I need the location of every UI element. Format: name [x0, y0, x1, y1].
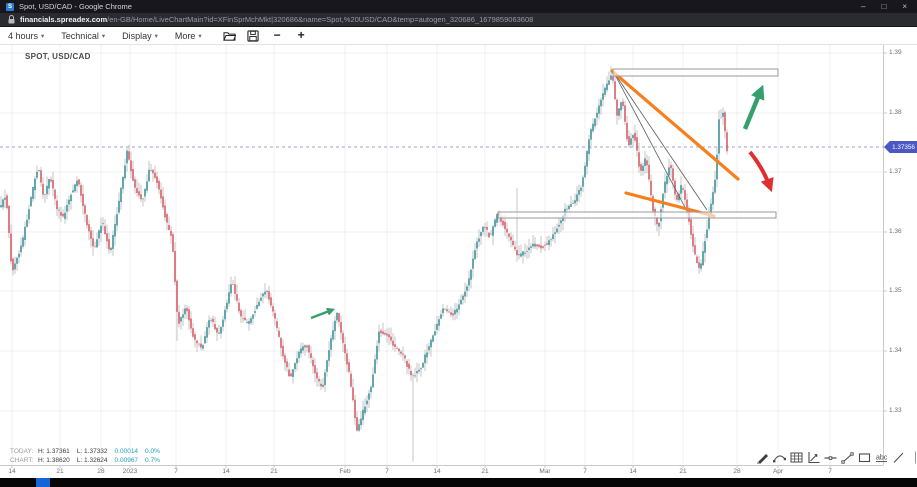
rect-tool-icon[interactable] [858, 451, 871, 464]
axes-tool-icon[interactable] [807, 451, 820, 464]
site-favicon: S [6, 2, 14, 11]
stats-row: CHART: H: 1.38620 L: 1.32624 0.00967 0.7% [10, 456, 167, 465]
window-titlebar: S Spot, USD/CAD - Google Chrome – □ × [0, 0, 917, 13]
taskbar [0, 478, 917, 487]
date-tick-label: 21 [56, 468, 64, 475]
stats-value: CHART: [10, 457, 34, 464]
trendline-thin-2[interactable] [612, 70, 689, 214]
stats-value: 0.00014 [114, 448, 139, 455]
chevron-down-icon: ▾ [154, 32, 158, 40]
green-small-arrow[interactable] [310, 307, 336, 320]
menu-label: Display [122, 30, 152, 41]
support-channel-rect[interactable] [497, 211, 777, 219]
stats-value: H: 1.38620 [38, 457, 70, 464]
menu-4-hours[interactable]: 4 hours ▾ [8, 31, 44, 41]
current-price-badge: 1.37356 [884, 141, 917, 153]
trendline-tool-icon[interactable] [841, 451, 854, 464]
date-tick-label: 14 [629, 468, 637, 475]
pen-tool-icon[interactable] [756, 451, 769, 464]
chart-toolbar: 4 hours ▾ Technical ▾ Display ▾ More ▾ − + [0, 27, 917, 45]
date-tick-label: 14 [433, 468, 441, 475]
curve-tool-icon[interactable] [773, 451, 786, 464]
menu-label: More [174, 30, 196, 41]
zoom-out-icon[interactable]: − [273, 28, 281, 42]
resistance-channel-rect[interactable] [612, 68, 779, 77]
url-path: /en-GB/Home/LiveChartMain?id=XFinSprMchM… [107, 15, 534, 24]
stats-value: 0.0% [145, 448, 160, 455]
maximize-button[interactable]: □ [881, 2, 887, 11]
date-tick-label: 21 [481, 468, 489, 475]
trendline-thin-1[interactable] [612, 70, 708, 211]
open-chart-icon[interactable] [222, 29, 236, 42]
menu-display[interactable]: Display ▾ [122, 31, 158, 41]
candles-up [0, 75, 724, 431]
date-tick-label: 14 [222, 468, 230, 475]
orange-trendline-upper[interactable] [610, 69, 740, 181]
price-tick-label: 1.38 [889, 109, 902, 116]
diagline-tool-icon[interactable] [892, 451, 905, 464]
date-tick-label: Apr [772, 468, 784, 475]
price-tick-label: 1.34 [889, 347, 902, 354]
stats-value: L: 1.32624 [76, 457, 108, 464]
zoom-in-icon[interactable]: + [297, 28, 305, 42]
date-tick-label: 21 [270, 468, 278, 475]
chevron-down-icon: ▾ [198, 32, 202, 40]
candle-wicks [0, 66, 728, 462]
menu-label: Technical [61, 30, 99, 41]
taskbar-item[interactable] [36, 478, 50, 487]
price-tick-label: 1.39 [889, 49, 902, 56]
stats-value: 0.7% [145, 457, 160, 464]
stats-value: L: 1.37332 [76, 448, 108, 455]
date-tick-label: 7 [583, 468, 587, 475]
chart-symbol-label: SPOT, USD/CAD [25, 52, 91, 61]
stats-value: 0.00967 [114, 457, 139, 464]
date-tick-label: 21 [679, 468, 687, 475]
date-tick-label: 7 [828, 468, 832, 475]
green-up-arrow[interactable] [742, 84, 765, 130]
price-tick-label: 1.36 [889, 228, 902, 235]
price-tick-label: 1.37 [889, 168, 902, 175]
lock-icon [8, 15, 15, 24]
date-tick-label: Mar [539, 468, 551, 475]
stats-value: H: 1.37361 [38, 448, 70, 455]
chevron-down-icon: ▾ [41, 32, 45, 40]
menu-technical[interactable]: Technical ▾ [61, 31, 105, 41]
minimize-button[interactable]: – [861, 2, 866, 11]
candles-down [6, 76, 728, 431]
date-tick-label: 7 [385, 468, 389, 475]
toolbar-menus: 4 hours ▾ Technical ▾ Display ▾ More ▾ [8, 31, 219, 41]
text-tool-icon[interactable]: abc [875, 451, 888, 464]
window-title: Spot, USD/CAD - Google Chrome [19, 2, 132, 11]
url-domain: financials.spreadex.com [20, 15, 108, 24]
hline-tool-icon[interactable] [824, 451, 837, 464]
grid-tool-icon[interactable] [790, 451, 803, 464]
stats-row: TODAY: H: 1.37361 L: 1.37332 0.00014 0.0% [10, 447, 167, 456]
chevron-down-icon: ▾ [101, 32, 106, 40]
red-down-arrow[interactable] [748, 150, 774, 193]
date-tick-label: 7 [174, 468, 178, 475]
menu-more[interactable]: More ▾ [175, 31, 202, 41]
date-tick-label: 28 [733, 468, 741, 475]
date-tick-label: 2023 [122, 468, 138, 475]
toolbar-icons: − + [222, 28, 308, 42]
chart-stats: TODAY: H: 1.37361 L: 1.37332 0.00014 0.0% CHA… [10, 447, 167, 465]
drawing-toolbar: abc [756, 451, 917, 464]
date-tick-label: Feb [339, 468, 351, 475]
date-tick-label: 28 [97, 468, 105, 475]
toolbar-divider [909, 451, 917, 464]
svg-text:abc: abc [876, 455, 888, 462]
browser-address-bar[interactable]: financials.spreadex.com/en-GB/Home/LiveC… [0, 13, 917, 27]
date-tick-label: 14 [8, 468, 16, 475]
window-controls: – □ × [861, 0, 907, 13]
save-chart-icon[interactable] [247, 29, 260, 42]
price-tick-label: 1.35 [889, 287, 902, 294]
price-tick-label: 1.33 [889, 407, 902, 414]
menu-label: 4 hours [8, 30, 39, 41]
close-button[interactable]: × [902, 2, 907, 11]
stats-value: TODAY: [10, 448, 34, 455]
